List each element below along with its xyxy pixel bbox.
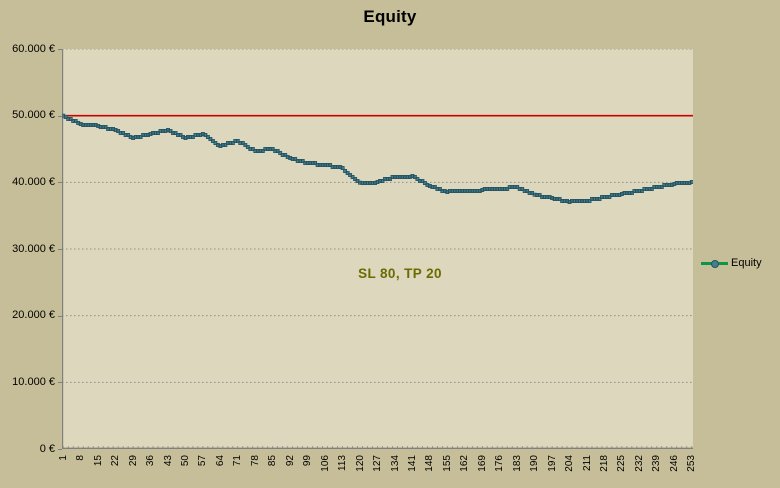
y-axis-tick: [58, 182, 62, 184]
x-axis-label: 71: [232, 455, 244, 467]
equity-series-markers: [62, 113, 693, 204]
x-axis-label: 99: [302, 455, 314, 467]
y-axis-label: 10.000 €: [12, 375, 55, 388]
y-axis-tick: [58, 249, 62, 250]
equity-series-line[interactable]: [62, 114, 693, 204]
x-axis-label: 64: [214, 455, 226, 467]
x-axis-label: 57: [197, 455, 209, 467]
y-axis-label: 40.000 €: [12, 175, 55, 188]
x-axis-label: 190: [529, 455, 541, 472]
x-axis-label: 169: [476, 455, 488, 472]
x-axis-label: 1: [57, 455, 69, 461]
x-axis-label: 29: [127, 455, 139, 467]
x-axis-label: 36: [145, 455, 156, 467]
legend-series-marker-icon: [711, 259, 719, 268]
x-axis-ticks: [62, 446, 693, 449]
x-axis-label: 246: [668, 455, 680, 472]
x-axis-label: 120: [354, 455, 366, 472]
x-axis-label: 218: [599, 455, 610, 472]
x-axis-label: 155: [441, 455, 453, 472]
y-axis-label: 30.000 €: [12, 242, 55, 255]
legend-series-line-icon: [701, 259, 728, 268]
y-axis-label: 50.000 €: [12, 109, 55, 122]
x-axis-label: 85: [267, 455, 279, 467]
x-axis-label: 92: [284, 455, 296, 467]
x-axis-label: 141: [406, 455, 418, 472]
x-axis-label: 15: [92, 455, 104, 467]
x-axis-label: 22: [110, 455, 122, 467]
y-axis-label: 20.000 €: [12, 309, 55, 322]
x-axis-label: 204: [564, 455, 575, 472]
y-axis-tick: [58, 49, 62, 50]
x-axis-label: 43: [162, 455, 174, 467]
x-axis-label: 232: [633, 455, 645, 472]
y-axis-label: 60.000 €: [12, 42, 55, 55]
x-axis-label: 134: [389, 455, 401, 472]
plot-svg: [62, 49, 693, 449]
x-axis-label: 106: [319, 455, 331, 472]
x-axis-label: 50: [180, 455, 191, 467]
x-axis-label: 113: [337, 455, 349, 471]
chart-title[interactable]: Equity: [363, 7, 417, 26]
legend[interactable]: Equity: [701, 257, 762, 269]
plot-area[interactable]: [62, 49, 693, 449]
x-axis-label: 183: [511, 455, 523, 472]
y-axis-tick: [58, 382, 62, 384]
x-axis-label: 162: [459, 455, 471, 472]
y-axis-tick: [58, 315, 62, 317]
x-axis-label: 211: [581, 455, 593, 471]
y-axis-label: 0 €: [39, 442, 55, 455]
x-axis-label: 253: [686, 455, 698, 472]
x-axis-label: 239: [651, 455, 663, 472]
y-axis-tick: [58, 449, 62, 450]
x-axis-label: 78: [249, 455, 261, 467]
x-axis-label: 127: [372, 455, 383, 472]
x-axis-label: 225: [616, 455, 628, 472]
x-axis-label: 176: [494, 455, 506, 472]
y-axis-tick: [58, 115, 62, 117]
x-axis-label: 197: [546, 455, 558, 472]
annotation-text-box[interactable]: SL 80, TP 20: [358, 266, 442, 281]
x-axis-label: 148: [424, 455, 436, 472]
legend-label: Equity: [731, 257, 762, 269]
x-axis-label: 8: [75, 455, 87, 461]
